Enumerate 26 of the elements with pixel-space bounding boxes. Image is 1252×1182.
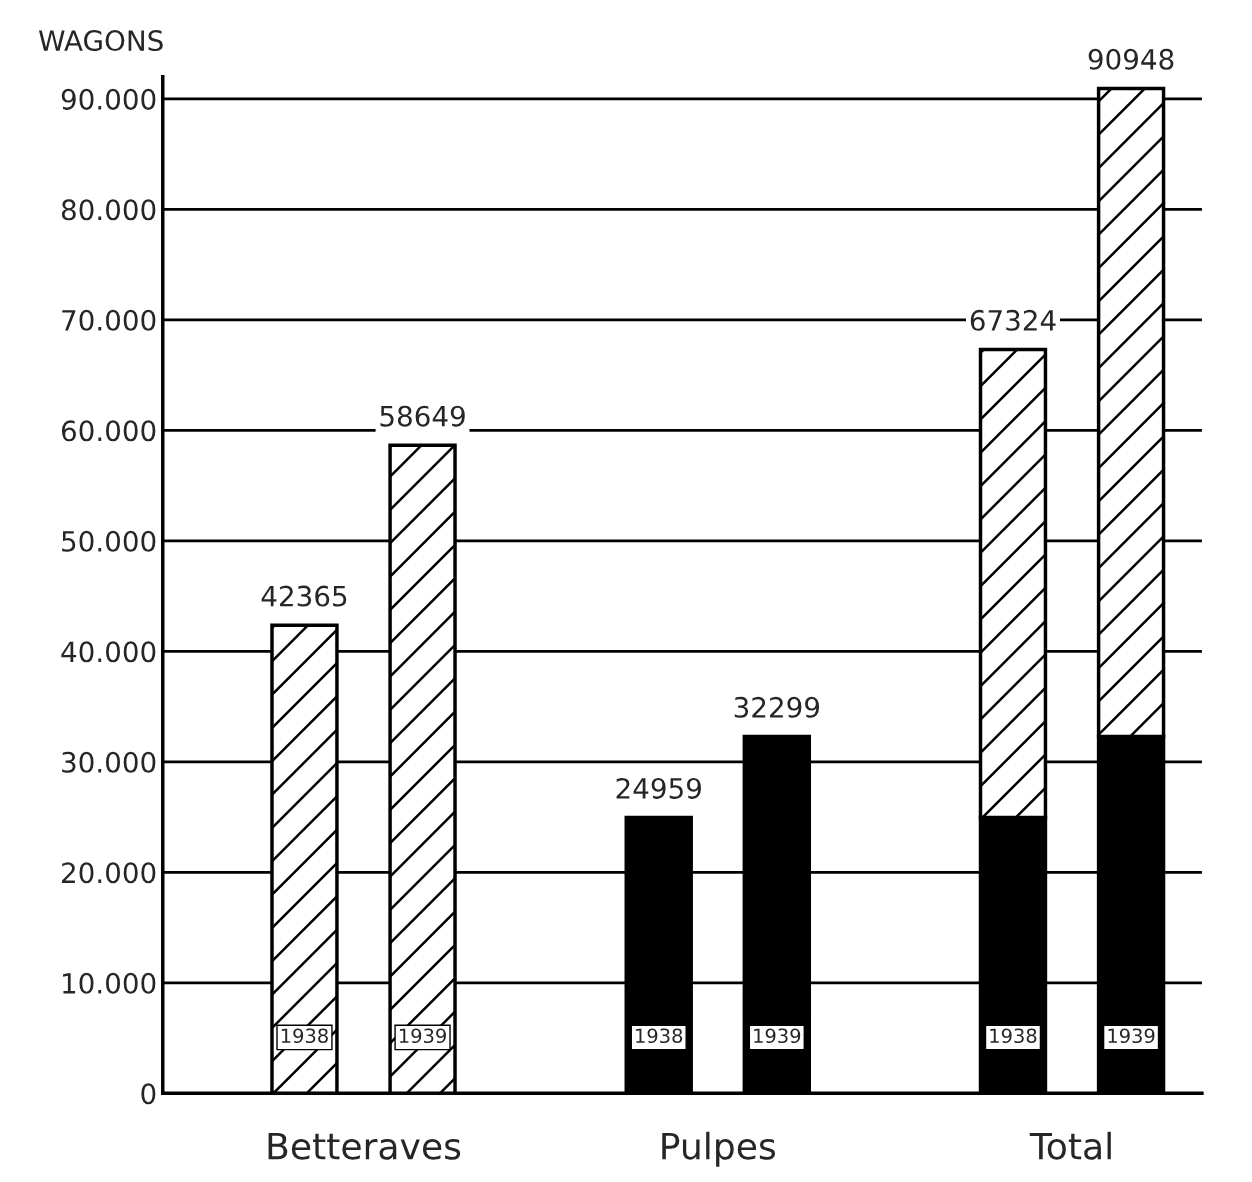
total-label: 67324 (970, 309, 1056, 331)
total-label: 42365 (261, 585, 347, 607)
total-label: 90948 (1088, 48, 1174, 70)
y-tick-label: 10.000 (63, 972, 156, 994)
x-tick-label: 1939 (754, 1028, 801, 1044)
y-tick-label: 70.000 (62, 309, 156, 331)
total-label: 32299 (734, 696, 820, 718)
total-label: 58649 (380, 405, 465, 427)
y-tick-label: 20.000 (62, 862, 156, 884)
y-tick-label: 0 (141, 1083, 156, 1105)
y-tick-label: 90.000 (61, 88, 156, 110)
text: Total (1029, 1131, 1111, 1160)
y-axis-title: WAGONS (38, 30, 163, 52)
y-tick-label: 40.000 (61, 641, 156, 663)
text: Betteraves (268, 1132, 461, 1160)
x-tick-label: 1938 (281, 1028, 328, 1044)
text: Pulpes (662, 1131, 776, 1167)
y-tick-label: 60.000 (61, 420, 156, 442)
x-tick-label: 1939 (399, 1028, 446, 1044)
y-tick-label: 30.000 (62, 751, 156, 773)
x-tick-label: 1939 (1108, 1028, 1155, 1044)
x-tick-label: 1938 (990, 1028, 1037, 1044)
x-tick-label: 1938 (636, 1028, 683, 1044)
total-label: 24959 (616, 777, 701, 799)
y-tick-label: 80.000 (61, 199, 156, 221)
y-tick-label: 50.000 (62, 530, 156, 552)
